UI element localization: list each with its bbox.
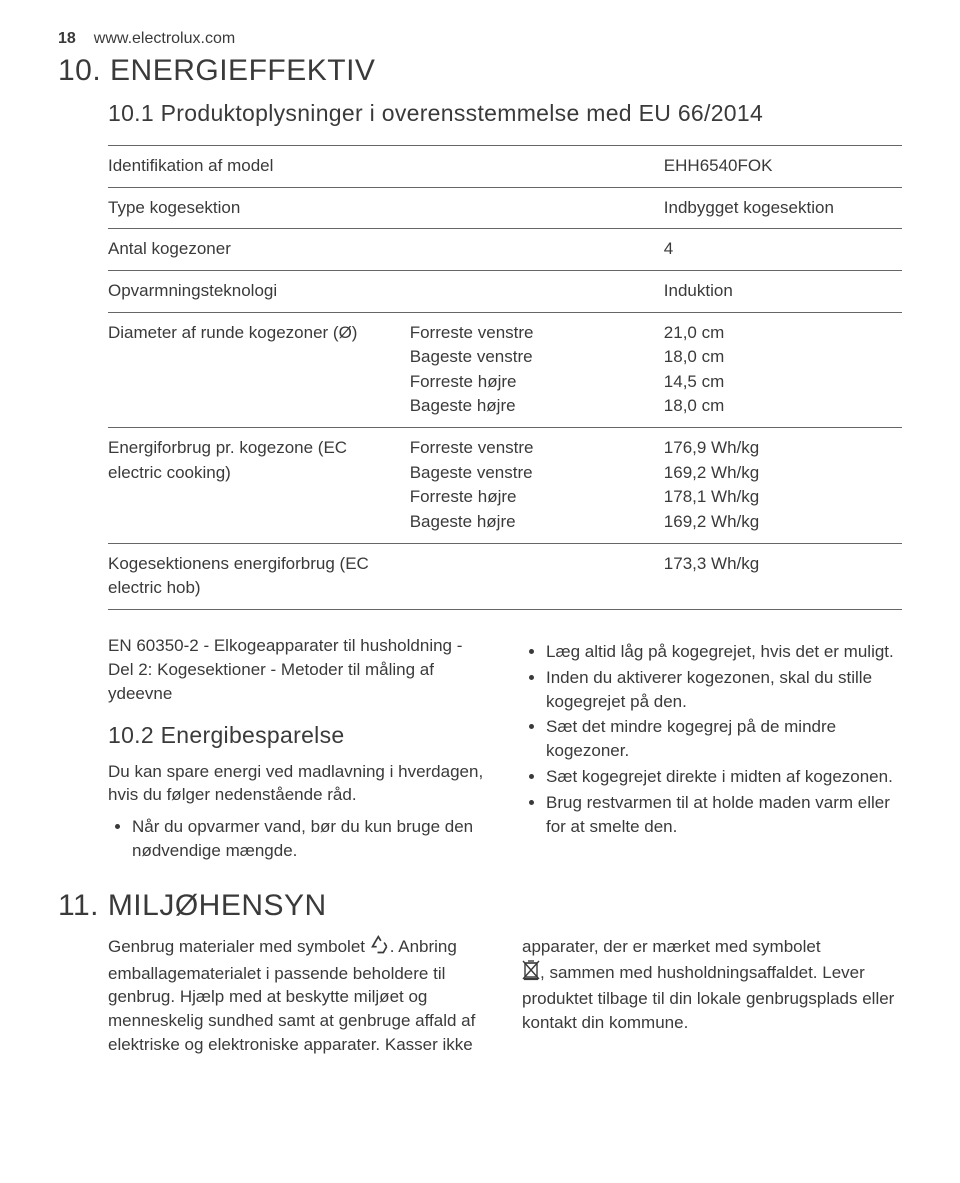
table-row: Antal kogezoner 4 xyxy=(108,229,902,271)
list-item: Sæt det mindre kogegrej på de mindre kog… xyxy=(546,715,902,763)
table-row: Kogesektionens energiforbrug (EC electri… xyxy=(108,543,902,609)
table-cell: Antal kogezoner xyxy=(108,229,410,271)
crossed-bin-icon xyxy=(522,959,540,988)
recycle-icon xyxy=(370,935,390,962)
section-11-right-col: apparater, der er mærket med symbolet , … xyxy=(522,935,902,1065)
table-cell: EHH6540FOK xyxy=(664,146,902,188)
section-11-columns: Genbrug materialer med symbolet . Anbrin… xyxy=(58,935,902,1065)
weee-text-b: , sammen med husholdningsaffaldet. Lever… xyxy=(522,963,894,1033)
recycle-text: Genbrug materialer med symbolet . Anbrin… xyxy=(108,935,488,1057)
section-10-2-title: 10.2 Energibesparelse xyxy=(108,719,488,751)
section-10-left-col: EN 60350-2 - Elkogeapparater til hushold… xyxy=(108,634,488,869)
product-info-table: Identifikation af modelEHH6540FOKType ko… xyxy=(108,145,902,610)
table-row: Diameter af runde kogezoner (Ø)Forreste … xyxy=(108,312,902,428)
table-cell: 4 xyxy=(664,229,902,271)
list-item: Inden du aktiverer kogezonen, skal du st… xyxy=(546,666,902,714)
energy-saving-intro: Du kan spare energi ved madlavning i hve… xyxy=(108,760,488,808)
table-row: Identifikation af model EHH6540FOK xyxy=(108,146,902,188)
site-url: www.electrolux.com xyxy=(94,30,235,48)
table-cell: Identifikation af model xyxy=(108,146,410,188)
section-10-1-title: 10.1 Produktoplysninger i overensstemmel… xyxy=(58,100,902,127)
list-item: Sæt kogegrejet direkte i midten af kogez… xyxy=(546,765,902,789)
table-cell xyxy=(410,270,664,312)
energy-tips-right: Læg altid låg på kogegrejet, hvis det er… xyxy=(522,640,902,838)
page-number: 18 xyxy=(58,30,76,48)
section-10-columns: EN 60350-2 - Elkogeapparater til hushold… xyxy=(58,634,902,869)
energy-tips-left: Når du opvarmer vand, bør du kun bruge d… xyxy=(108,815,488,863)
table-cell: Energiforbrug pr. kogezone (EC electric … xyxy=(108,428,410,544)
table-cell: 21,0 cm18,0 cm14,5 cm18,0 cm xyxy=(664,312,902,428)
list-item: Læg altid låg på kogegrejet, hvis det er… xyxy=(546,640,902,664)
section-11-left-col: Genbrug materialer med symbolet . Anbrin… xyxy=(108,935,488,1065)
table-cell xyxy=(410,543,664,609)
table-cell: Forreste venstreBageste venstreForreste … xyxy=(410,428,664,544)
doc-header: 18 www.electrolux.com xyxy=(58,30,902,48)
en-standard-text: EN 60350-2 - Elkogeapparater til hushold… xyxy=(108,634,488,705)
table-cell: Forreste venstreBageste venstreForreste … xyxy=(410,312,664,428)
recycle-text-a: Genbrug materialer med symbolet xyxy=(108,937,370,956)
table-cell: Indbygget kogesektion xyxy=(664,187,902,229)
table-row: Energiforbrug pr. kogezone (EC electric … xyxy=(108,428,902,544)
table-cell: 176,9 Wh/kg169,2 Wh/kg178,1 Wh/kg169,2 W… xyxy=(664,428,902,544)
weee-text: apparater, der er mærket med symbolet , … xyxy=(522,935,902,1035)
table-cell xyxy=(410,187,664,229)
table-cell: Induktion xyxy=(664,270,902,312)
table-row: Opvarmningsteknologi Induktion xyxy=(108,270,902,312)
section-10-right-col: Læg altid låg på kogegrejet, hvis det er… xyxy=(522,634,902,869)
list-item: Brug restvarmen til at holde maden varm … xyxy=(546,791,902,839)
table-cell: Diameter af runde kogezoner (Ø) xyxy=(108,312,410,428)
list-item: Når du opvarmer vand, bør du kun bruge d… xyxy=(132,815,488,863)
table-cell: Type kogesektion xyxy=(108,187,410,229)
table-cell xyxy=(410,146,664,188)
table-cell xyxy=(410,229,664,271)
table-cell: Opvarmningsteknologi xyxy=(108,270,410,312)
weee-text-a: apparater, der er mærket med symbolet xyxy=(522,937,821,956)
product-info-table-wrap: Identifikation af modelEHH6540FOKType ko… xyxy=(58,145,902,610)
table-cell: Kogesektionens energiforbrug (EC electri… xyxy=(108,543,410,609)
section-11-title: 11. MILJØHENSYN xyxy=(58,889,902,923)
table-row: Type kogesektion Indbygget kogesektion xyxy=(108,187,902,229)
section-10-title: 10. ENERGIEFFEKTIV xyxy=(58,54,902,88)
table-cell: 173,3 Wh/kg xyxy=(664,543,902,609)
